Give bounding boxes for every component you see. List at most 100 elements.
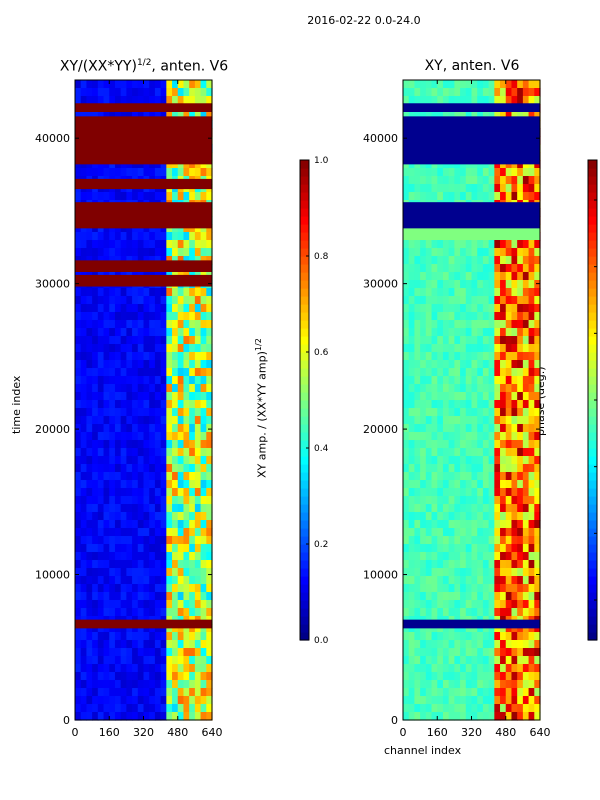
heatmap-cell: [97, 568, 105, 577]
heatmap-cell: [528, 352, 535, 361]
heatmap-cell: [442, 312, 450, 321]
heatmap-cell: [75, 168, 82, 177]
heatmap-cell: [431, 264, 438, 273]
heatmap-cell: [511, 400, 518, 409]
heatmap-cell: [75, 328, 82, 337]
heatmap-cell: [448, 488, 455, 497]
heatmap-cell: [528, 280, 535, 289]
heatmap-cell: [154, 288, 162, 297]
heatmap-cell: [109, 632, 116, 641]
heatmap-cell: [86, 288, 93, 297]
heatmap-cell: [143, 480, 150, 489]
heatmap-cell: [500, 304, 507, 313]
heatmap-cell: [200, 168, 207, 177]
heatmap-cell: [194, 656, 202, 665]
heatmap-cell: [505, 176, 513, 185]
heatmap-cell: [431, 408, 438, 417]
heatmap-cell: [403, 176, 410, 185]
heatmap-cell: [477, 192, 484, 201]
heatmap-cell: [403, 384, 410, 393]
heatmap-cell: [92, 416, 99, 425]
heatmap-cell: [420, 168, 427, 177]
heatmap-cell: [200, 328, 207, 337]
heatmap-cell: [414, 448, 421, 457]
heatmap-cell: [206, 360, 213, 369]
heatmap-cell: [442, 352, 450, 361]
colorbar-segment: [300, 368, 309, 377]
heatmap-cell: [414, 496, 421, 505]
colorbar-segment: [588, 608, 597, 617]
heatmap-cell: [517, 440, 524, 449]
heatmap-cell: [437, 520, 444, 529]
heatmap-cell: [200, 536, 207, 545]
heatmap-cell: [86, 400, 93, 409]
heatmap-cell: [114, 320, 122, 329]
heatmap-cell: [80, 448, 88, 457]
heatmap-cell: [86, 328, 93, 337]
heatmap-cell: [143, 544, 150, 553]
heatmap-cell: [425, 712, 433, 721]
heatmap-cell: [414, 440, 421, 449]
heatmap-cell: [166, 656, 173, 665]
heatmap-cell: [420, 600, 427, 609]
heatmap-cell: [403, 456, 410, 465]
heatmap-cell: [92, 712, 99, 721]
heatmap-cell: [109, 312, 116, 321]
heatmap-cell: [494, 96, 501, 105]
heatmap-cell: [471, 464, 478, 473]
heatmap-cell: [517, 632, 524, 641]
heatmap-cell: [80, 440, 88, 449]
heatmap-cell: [477, 344, 484, 353]
heatmap-cell: [528, 184, 535, 193]
heatmap-cell: [460, 280, 467, 289]
heatmap-cell: [137, 88, 145, 97]
heatmap-cell: [126, 248, 133, 257]
heatmap-cell: [80, 424, 88, 433]
heatmap-cell: [132, 232, 139, 241]
heatmap-cell: [154, 464, 162, 473]
heatmap-cell: [534, 608, 541, 617]
heatmap-cell: [200, 96, 207, 105]
heatmap-cell: [471, 672, 478, 681]
heatmap-cell: [92, 192, 99, 201]
heatmap-cell: [97, 688, 105, 697]
heatmap-cell: [154, 480, 162, 489]
heatmap-cell: [465, 280, 473, 289]
heatmap-cell: [149, 560, 156, 569]
heatmap-cell: [414, 256, 421, 265]
heatmap-cell: [149, 504, 156, 513]
heatmap-cell: [448, 432, 455, 441]
heatmap-cell: [80, 304, 88, 313]
heatmap-cell: [454, 384, 461, 393]
heatmap-cell: [403, 192, 410, 201]
heatmap-cell: [137, 96, 145, 105]
heatmap-cell: [425, 288, 433, 297]
heatmap-cell: [460, 408, 467, 417]
heatmap-cell: [482, 712, 490, 721]
heatmap-cell: [126, 112, 133, 121]
heatmap-cell: [408, 656, 416, 665]
heatmap-cell: [442, 464, 450, 473]
heatmap-cell: [137, 248, 145, 257]
heatmap-cell: [431, 472, 438, 481]
heatmap-cell: [172, 568, 179, 577]
heatmap-cell: [465, 336, 473, 345]
heatmap-cell: [137, 472, 145, 481]
heatmap-cell: [183, 688, 190, 697]
heatmap-cell: [482, 96, 490, 105]
flagged-band: [75, 103, 212, 112]
heatmap-cell: [425, 600, 433, 609]
heatmap-cell: [534, 424, 541, 433]
heatmap-cell: [437, 272, 444, 281]
heatmap-cell: [149, 600, 156, 609]
heatmap-cell: [137, 80, 145, 89]
heatmap-cell: [477, 592, 484, 601]
heatmap-cell: [477, 328, 484, 337]
heatmap-cell: [482, 80, 490, 89]
heatmap-cell: [522, 608, 530, 617]
heatmap-cell: [149, 424, 156, 433]
heatmap-cell: [120, 448, 127, 457]
colorbar-segment: [588, 568, 597, 577]
heatmap-cell: [189, 528, 196, 537]
heatmap-cell: [200, 512, 207, 521]
